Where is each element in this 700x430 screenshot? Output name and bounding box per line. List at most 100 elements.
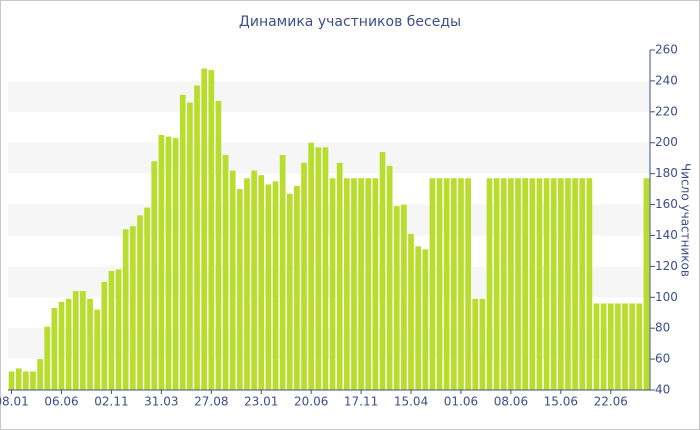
bar (65, 298, 72, 390)
bar (522, 178, 529, 390)
bar (593, 303, 600, 390)
bar (258, 175, 265, 390)
bar (393, 206, 400, 390)
x-tick-label: 15.04 (394, 395, 428, 409)
bar (586, 178, 593, 390)
bar (515, 178, 521, 390)
bar (629, 303, 636, 390)
bar (208, 70, 215, 390)
y-tick-label: 80 (655, 321, 670, 335)
bar (58, 301, 65, 390)
bar (279, 155, 286, 390)
bar (615, 303, 621, 390)
bar (244, 178, 250, 390)
bar (30, 371, 36, 390)
bar (194, 85, 200, 390)
bar (137, 215, 143, 390)
bar (579, 178, 586, 390)
bar (308, 142, 315, 390)
y-tick-label: 240 (655, 73, 678, 87)
bar (15, 368, 22, 390)
bar (372, 178, 379, 390)
y-tick-label: 40 (655, 383, 670, 397)
bar (479, 298, 486, 390)
grid-band (8, 328, 650, 360)
x-tick-label: 02.11 (94, 395, 128, 409)
bar (600, 303, 607, 390)
bar (351, 178, 357, 390)
x-tick-label: 06.06 (44, 395, 78, 409)
x-tick-label: 22.06 (594, 395, 628, 409)
bar (151, 161, 158, 390)
bar (636, 303, 643, 390)
bar (458, 178, 464, 390)
grid-band (8, 266, 650, 298)
bar (22, 371, 29, 390)
bar (37, 359, 43, 390)
bar (158, 135, 165, 390)
bar (408, 233, 414, 390)
bar (365, 178, 372, 390)
bar (144, 207, 150, 390)
bar (386, 165, 393, 390)
bar (607, 303, 614, 390)
bar (557, 178, 564, 390)
bar (565, 178, 571, 390)
bar (72, 291, 79, 390)
bar (572, 178, 578, 390)
bar (201, 68, 208, 390)
bar (187, 102, 193, 390)
x-tick-label: 08.06 (494, 395, 528, 409)
bar (436, 178, 443, 390)
bar (165, 136, 172, 390)
y-tick-label: 140 (655, 228, 678, 242)
grid-band (8, 80, 650, 112)
y-tick-label: 200 (655, 135, 678, 149)
x-tick-label: 01.06 (444, 395, 478, 409)
x-tick-label: 27.08 (194, 395, 228, 409)
bar (422, 249, 429, 390)
bar (222, 155, 229, 390)
bar (8, 371, 15, 390)
bar (329, 178, 336, 390)
bar (450, 178, 457, 390)
bar (550, 178, 557, 390)
grid-band (8, 142, 650, 174)
bar (500, 178, 507, 390)
bar (129, 226, 136, 390)
bar (315, 147, 322, 390)
bar (179, 94, 186, 391)
y-tick-label: 120 (655, 259, 678, 273)
bar (108, 271, 115, 390)
bar (101, 281, 108, 390)
bar (529, 178, 536, 390)
bar (508, 178, 514, 390)
x-tick-label: 23.01 (244, 395, 278, 409)
bar (236, 189, 243, 390)
x-tick-label: 08.01 (0, 395, 29, 409)
bar (115, 269, 122, 390)
bar (265, 184, 272, 390)
bar (229, 170, 236, 390)
bar (543, 178, 550, 390)
y-tick-label: 60 (655, 352, 670, 366)
bar (80, 291, 86, 390)
bar (643, 178, 650, 390)
bar (272, 181, 279, 390)
bar (472, 298, 479, 390)
bar (251, 170, 257, 390)
bar (322, 147, 329, 390)
bar (87, 298, 93, 390)
bar (443, 178, 450, 390)
bar (336, 162, 343, 390)
bar (429, 178, 436, 390)
bar (94, 309, 101, 390)
bar (286, 193, 293, 390)
y-tick-label: 260 (655, 43, 678, 57)
bar (415, 246, 422, 390)
bar (493, 178, 500, 390)
x-tick-label: 31.03 (144, 395, 178, 409)
bar (622, 303, 628, 390)
bar (465, 178, 471, 390)
